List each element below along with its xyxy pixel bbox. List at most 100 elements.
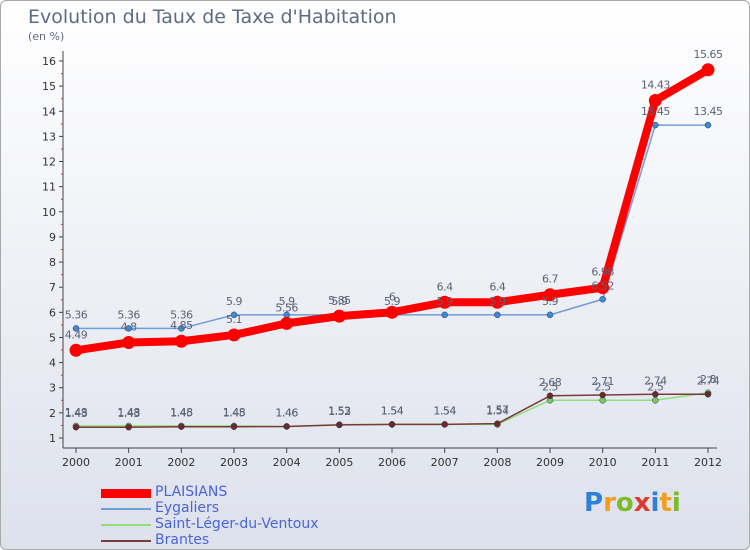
- data-point: [648, 93, 662, 107]
- data-point: [174, 334, 188, 348]
- y-tick-label: 16: [42, 55, 56, 68]
- legend-swatch: [101, 524, 151, 526]
- data-point: [441, 421, 448, 428]
- data-label: 13.45: [641, 105, 670, 118]
- data-point: [332, 309, 346, 323]
- x-tick-label: 2006: [378, 456, 406, 469]
- data-point: [596, 281, 610, 295]
- data-label: 2.5: [542, 380, 558, 393]
- data-label: 2.5: [647, 380, 663, 393]
- data-label: 6.52: [591, 279, 614, 292]
- y-tick-label: 9: [49, 231, 56, 244]
- x-tick-label: 2012: [694, 456, 722, 469]
- x-tick-label: 2011: [641, 456, 669, 469]
- legend-swatch: [101, 508, 151, 510]
- y-tick-label: 8: [49, 256, 56, 269]
- data-label: 4.85: [170, 319, 193, 332]
- series-layer: [69, 63, 715, 431]
- data-point: [72, 423, 80, 431]
- data-point: [704, 391, 712, 398]
- data-label: 1.53: [328, 405, 351, 418]
- y-tick-label: 7: [49, 281, 56, 294]
- x-tick-label: 2010: [589, 456, 617, 469]
- data-label: 1.54: [433, 404, 456, 417]
- data-point: [122, 335, 136, 349]
- data-label: 15.65: [694, 48, 723, 61]
- data-label: 5.85: [328, 294, 351, 307]
- chart-title: Evolution du Taux de Taxe d'Habitation: [28, 6, 397, 28]
- legend-swatch: [101, 540, 151, 542]
- data-label: 6.4: [437, 280, 453, 293]
- data-point: [438, 295, 452, 309]
- data-label: 5.9: [542, 295, 558, 308]
- data-label: 4.8: [121, 320, 137, 333]
- logo-letter: P: [584, 488, 604, 518]
- data-label: 5.36: [117, 308, 140, 321]
- data-point: [441, 311, 448, 319]
- data-label: 5.9: [279, 295, 295, 308]
- data-label: 5.9: [226, 295, 242, 308]
- y-tick-label: 5: [49, 331, 56, 344]
- data-point: [494, 311, 501, 319]
- data-label: 1.52: [328, 405, 351, 418]
- proxiti-logo: Proxiti: [584, 488, 681, 518]
- data-label: 1.54: [381, 404, 404, 417]
- data-label: 2.8: [700, 373, 716, 386]
- data-point: [701, 63, 715, 77]
- data-label: 1.43: [117, 407, 140, 420]
- data-point: [280, 316, 294, 330]
- data-label: 1.54: [381, 404, 404, 417]
- data-point: [178, 325, 185, 332]
- data-point: [652, 397, 659, 404]
- logo-letter: o: [615, 488, 634, 518]
- x-tick-label: 2004: [273, 456, 301, 469]
- data-label: 2.74: [644, 374, 667, 387]
- x-tick-label: 2005: [325, 456, 353, 469]
- data-point: [385, 305, 399, 319]
- x-tick-label: 2001: [115, 456, 143, 469]
- legend-swatch: [101, 489, 151, 498]
- data-point: [490, 295, 504, 309]
- y-tick-label: 14: [42, 105, 56, 118]
- chart-subtitle: (en %): [28, 30, 65, 43]
- y-tick-label: 1: [49, 432, 56, 445]
- data-label: 1.54: [486, 404, 509, 417]
- data-point: [494, 420, 501, 427]
- data-point: [652, 391, 659, 398]
- data-point: [125, 325, 132, 332]
- legend-label: Brantes: [155, 532, 210, 548]
- data-label: 5.1: [226, 313, 242, 326]
- data-point: [388, 421, 396, 428]
- data-label: 5.9: [384, 295, 400, 308]
- data-label: 5.36: [65, 308, 88, 321]
- legend-label: Saint-Léger-du-Ventoux: [155, 516, 319, 532]
- data-label: 2.74: [697, 374, 720, 387]
- data-label: 1.48: [65, 406, 88, 419]
- data-label: 5.56: [275, 301, 298, 314]
- data-point: [230, 423, 238, 430]
- data-label: 1.45: [223, 407, 246, 420]
- data-label: 1.43: [65, 407, 88, 420]
- x-tick-label: 2000: [62, 456, 90, 469]
- data-label: 6.7: [542, 273, 558, 286]
- data-point: [178, 423, 185, 430]
- logo-letter: i: [671, 488, 681, 518]
- logo-letter: r: [603, 488, 616, 518]
- data-label: 2.71: [591, 375, 614, 388]
- data-point: [336, 421, 343, 429]
- y-tick-label: 10: [42, 206, 56, 219]
- data-label: 6: [389, 290, 396, 303]
- x-tick-label: 2009: [536, 456, 564, 469]
- data-point: [72, 325, 80, 332]
- data-label: 1.48: [223, 406, 246, 419]
- data-point: [69, 343, 83, 357]
- y-tick-label: 12: [42, 156, 56, 169]
- x-tick-label: 2007: [431, 456, 459, 469]
- data-labels-layer: 5.36 5.36 5.36 5.9 5.9 5.9 5.9 5.9 5.9 5.9 6.52 13.…: [65, 48, 724, 420]
- logo-letter: t: [659, 488, 672, 518]
- logo-letter: x: [633, 488, 651, 518]
- logo-letter: i: [650, 488, 660, 518]
